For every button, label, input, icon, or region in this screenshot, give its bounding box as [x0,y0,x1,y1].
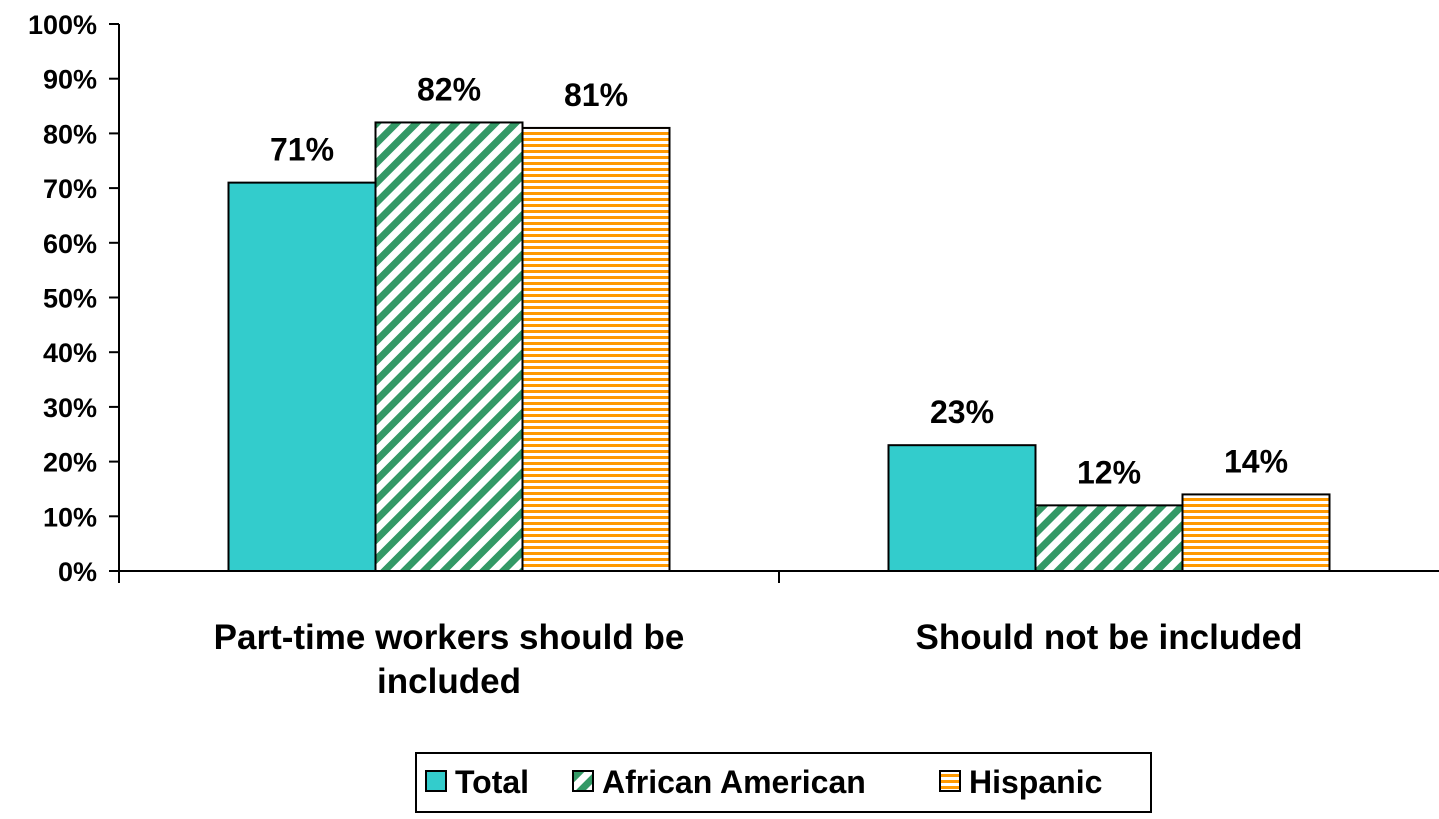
bar-hispanic-1 [1181,493,1331,573]
legend-box [415,752,1152,813]
data-label: 23% [930,394,994,430]
bar-african-american-1 [1034,504,1184,572]
legend-label: African American [602,764,866,800]
y-tick-label: 0% [58,557,97,587]
data-label: 12% [1077,454,1141,490]
legend: Total African American Hispanic [415,752,1152,813]
y-tick-label: 100% [28,10,97,40]
y-tick-label: 90% [43,65,97,95]
y-tick-label: 80% [43,119,97,149]
y-tick-label: 10% [43,502,97,532]
x-category-label: included [377,662,521,701]
y-tick-label: 50% [43,284,97,314]
data-label: 71% [270,132,334,168]
bar-hispanic-0 [521,126,671,573]
bar-total-1 [887,444,1037,572]
legend-label: Hispanic [969,764,1102,800]
axes: 0% 10% 20% 30% 40% 50% 60% 70% 80% 90% 100% Part-ti… [28,10,1439,701]
data-label: 14% [1224,443,1288,479]
y-tick-label: 40% [43,338,97,368]
data-label: 82% [417,71,481,107]
bar-total-0 [227,181,377,572]
y-tick-label: 20% [43,448,97,478]
x-category-label: Part-time workers should be [214,618,685,657]
legend-label: Total [455,764,529,800]
y-tick-label: 60% [43,229,97,259]
data-label: 81% [564,77,628,113]
plot-area: 71% 23% 82% 12% 81% 14% [227,71,1331,573]
legend-swatch-african-american [572,770,594,792]
x-category-label: Should not be included [916,618,1303,657]
bar-african-american-0 [374,121,524,573]
y-tick-label: 70% [43,174,97,204]
y-tick-label: 30% [43,393,97,423]
legend-swatch-total [425,770,447,792]
legend-swatch-hispanic [939,770,961,792]
